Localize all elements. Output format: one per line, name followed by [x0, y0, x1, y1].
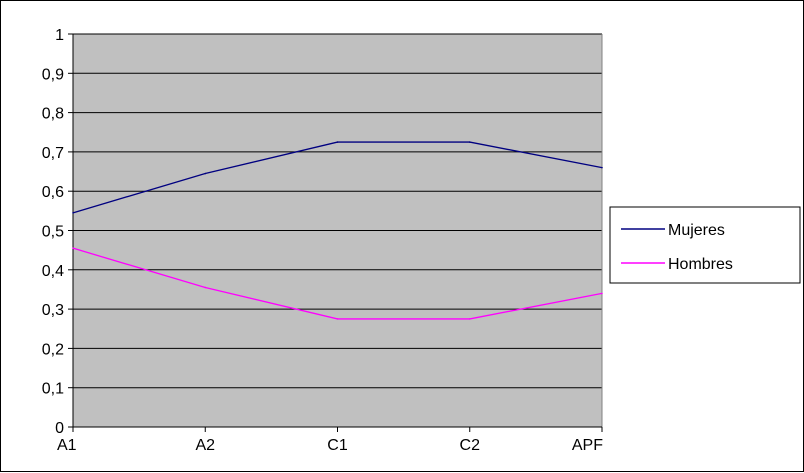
y-tick-label: 0,2 — [42, 341, 64, 358]
y-tick-label: 0,6 — [42, 184, 64, 201]
x-tick-label: A1 — [57, 437, 77, 454]
data-point — [336, 318, 339, 320]
y-tick-label: 0,3 — [42, 302, 64, 319]
series-lines — [72, 141, 603, 320]
data-point — [468, 141, 471, 143]
y-tick-label: 0,9 — [42, 66, 64, 83]
y-tick-label: 0,1 — [42, 381, 64, 398]
y-tick-label: 0,5 — [42, 224, 64, 241]
y-tick-label: 0,8 — [42, 106, 64, 123]
x-tick-label: C2 — [460, 437, 481, 454]
x-tick-label: A2 — [195, 437, 215, 454]
data-point — [72, 247, 74, 249]
y-tick-label: 0,7 — [42, 145, 64, 162]
data-point — [336, 141, 339, 143]
y-tick-label: 1 — [55, 27, 64, 44]
legend-label: Hombres — [668, 256, 733, 273]
x-tick-label: APF — [572, 437, 603, 454]
axes: 0 0,1 0,2 0,3 0,4 0,5 0,6 0,7 0,8 0,9 1 A1 A2 C1 C2 APF — [42, 27, 603, 454]
data-point — [204, 172, 207, 175]
x-tick-label: C1 — [327, 437, 348, 454]
y-tick-label: 0,4 — [42, 263, 64, 280]
data-point — [601, 292, 603, 295]
y-tick-label: 0 — [55, 420, 64, 437]
data-point — [468, 318, 471, 320]
legend-box — [609, 206, 801, 284]
legend: Mujeres Hombres — [609, 206, 801, 284]
data-point — [72, 212, 74, 214]
gridlines — [73, 33, 602, 428]
data-point — [204, 286, 207, 289]
data-point — [601, 166, 603, 169]
legend-label: Mujeres — [668, 222, 725, 239]
